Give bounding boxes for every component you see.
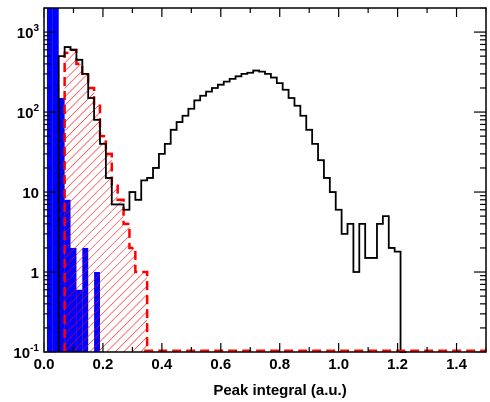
x-axis-label: Peak integral (a.u.) (213, 382, 346, 399)
y-tick-label: 10 (22, 185, 39, 202)
y-tick-label: 1 (31, 265, 39, 282)
y-tick-label: 10-1 (13, 343, 39, 362)
series-black-step (57, 46, 407, 353)
x-tick-label: 0.2 (93, 356, 114, 373)
x-tick-label: 0.0 (34, 356, 55, 373)
blue-bar-2 (58, 97, 65, 353)
x-tick-label: 0.8 (269, 356, 290, 373)
blue-bar-0 (46, 8, 53, 352)
x-tick-label: 1.2 (387, 356, 408, 373)
x-tick-label: 1.0 (328, 356, 349, 373)
y-tick-label: 103 (17, 23, 40, 42)
plot-frame (43, 7, 487, 353)
plot-series (46, 8, 486, 353)
blue-bar-1 (52, 8, 59, 352)
axes: 0.0 0.2 0.4 0.6 0.8 1.0 1.2 1.4 10-1 1 10 102 103 (13, 7, 487, 373)
x-tick-label: 0.6 (210, 356, 231, 373)
y-tick-label: 102 (17, 103, 40, 122)
x-tick-label: 1.4 (446, 356, 468, 373)
black-step-line (57, 46, 407, 353)
red-hatch-fill (64, 49, 148, 352)
x-tick-label: 0.4 (151, 356, 173, 373)
